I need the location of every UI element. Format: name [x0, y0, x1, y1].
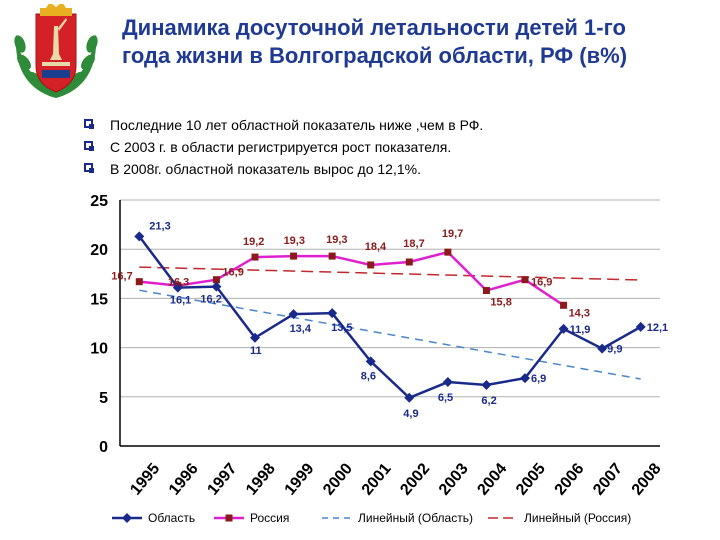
- data-label-oblast: 16,2: [200, 294, 221, 306]
- checkbox-bullet-icon: [84, 141, 94, 151]
- data-label-oblast: 6,2: [481, 395, 496, 407]
- legend-label-trend-oblast: Линейный (Область): [358, 511, 473, 525]
- x-tick-label: 2005: [513, 460, 549, 498]
- data-label-oblast: 4,9: [403, 408, 418, 420]
- data-point-russia: [251, 253, 259, 261]
- data-label-oblast: 6,9: [531, 373, 546, 385]
- data-label-oblast: 6,5: [438, 392, 453, 404]
- x-tick-label: 2002: [397, 460, 433, 498]
- y-tick-label: 5: [99, 390, 108, 407]
- data-point-russia: [328, 252, 336, 260]
- y-tick-label: 20: [90, 242, 108, 259]
- page-title: Динамика досуточной летальности детей 1-…: [122, 14, 707, 70]
- series-line-russia: [139, 250, 565, 307]
- data-point-russia: [444, 248, 452, 256]
- trendline-russia: [139, 266, 641, 281]
- data-label-russia: 19,2: [243, 236, 264, 248]
- legend-label-oblast: Область: [148, 511, 195, 525]
- data-label-oblast: 13,4: [290, 323, 312, 335]
- x-tick-label: 2007: [590, 460, 626, 498]
- legend-marker-oblast: [122, 513, 132, 523]
- data-label-oblast: 16,1: [170, 295, 191, 307]
- data-point-oblast: [404, 392, 415, 403]
- data-point-oblast: [134, 231, 145, 242]
- bullet-item: С 2003 г. в области регистрируется рост …: [84, 136, 704, 158]
- bullet-text: В 2008г. областной показатель вырос до 1…: [110, 161, 421, 177]
- data-point-oblast: [520, 373, 530, 384]
- data-point-russia: [560, 301, 568, 309]
- data-point-oblast: [211, 281, 222, 292]
- checkbox-bullet-icon: [84, 163, 94, 173]
- x-tick-label: 1997: [204, 460, 240, 498]
- checkbox-bullet-icon: [84, 119, 94, 129]
- data-label-oblast: 8,6: [361, 370, 376, 382]
- data-label-oblast: 9,9: [607, 344, 622, 356]
- title-line-1: Динамика досуточной летальности детей 1-…: [122, 15, 626, 40]
- data-label-russia: 14,3: [569, 307, 590, 319]
- data-point-russia: [135, 278, 143, 286]
- x-tick-label: 2006: [552, 460, 588, 498]
- y-tick-label: 15: [90, 291, 108, 308]
- data-point-russia: [212, 276, 220, 284]
- data-point-russia: [405, 258, 413, 266]
- data-point-russia: [482, 287, 490, 295]
- bullet-item: В 2008г. областной показатель вырос до 1…: [84, 158, 704, 180]
- data-label-oblast: 13,5: [331, 322, 352, 334]
- data-label-oblast: 12,1: [647, 322, 668, 334]
- x-tick-label: 1996: [166, 460, 202, 498]
- title-line-2: года жизни в Волгоградской области, РФ (…: [122, 43, 628, 68]
- data-point-oblast: [172, 282, 183, 293]
- bullet-text: С 2003 г. в области регистрируется рост …: [110, 139, 452, 155]
- data-point-oblast: [327, 308, 338, 319]
- x-tick-label: 2000: [320, 460, 356, 498]
- x-tick-label: 2004: [474, 460, 510, 498]
- data-point-oblast: [250, 332, 260, 343]
- data-label-russia: 19,3: [326, 234, 347, 246]
- data-point-oblast: [442, 377, 453, 388]
- legend-marker-russia: [225, 514, 233, 522]
- data-label-russia: 15,8: [490, 297, 511, 309]
- x-tick-label: 1998: [243, 460, 279, 498]
- data-label-oblast: 11: [250, 345, 262, 357]
- data-label-russia: 16,9: [222, 267, 243, 279]
- trendline-oblast: [139, 289, 641, 380]
- x-tick-label: 2008: [629, 460, 665, 498]
- x-tick-label: 2003: [436, 460, 472, 498]
- y-tick-label: 10: [90, 341, 108, 358]
- x-tick-label: 1995: [127, 460, 163, 498]
- y-tick-label: 0: [99, 439, 108, 456]
- data-label-russia: 18,4: [365, 241, 387, 253]
- x-tick-label: 1999: [282, 460, 318, 498]
- bullet-item: Последние 10 лет областной показатель ни…: [84, 114, 704, 136]
- data-point-oblast: [635, 321, 646, 332]
- legend-label-russia: Россия: [250, 511, 289, 525]
- bullet-list: Последние 10 лет областной показатель ни…: [84, 114, 704, 180]
- data-point-oblast: [558, 323, 569, 334]
- data-label-russia: 19,3: [284, 235, 305, 247]
- data-point-russia: [367, 261, 375, 269]
- data-label-russia: 16,3: [168, 277, 189, 289]
- data-label-oblast: 11,9: [570, 324, 591, 336]
- data-point-oblast: [481, 379, 492, 390]
- x-tick-label: 2001: [359, 460, 395, 498]
- series-line-oblast: [138, 235, 642, 400]
- y-tick-label: 25: [90, 193, 108, 210]
- data-label-russia: 18,7: [403, 238, 424, 250]
- data-point-oblast: [288, 309, 299, 320]
- data-point-russia: [290, 252, 298, 260]
- coat-of-arms-icon: [14, 4, 98, 98]
- data-point-russia: [521, 276, 529, 284]
- data-label-russia: 16,7: [111, 271, 132, 283]
- data-point-oblast: [365, 356, 376, 367]
- data-point-oblast: [597, 343, 608, 354]
- data-label-oblast: 21,3: [149, 220, 170, 232]
- data-label-russia: 16,9: [531, 277, 552, 289]
- legend-label-trend-russia: Линейный (Россия): [524, 511, 631, 525]
- bullet-text: Последние 10 лет областной показатель ни…: [110, 117, 484, 133]
- data-label-russia: 19,7: [442, 228, 463, 240]
